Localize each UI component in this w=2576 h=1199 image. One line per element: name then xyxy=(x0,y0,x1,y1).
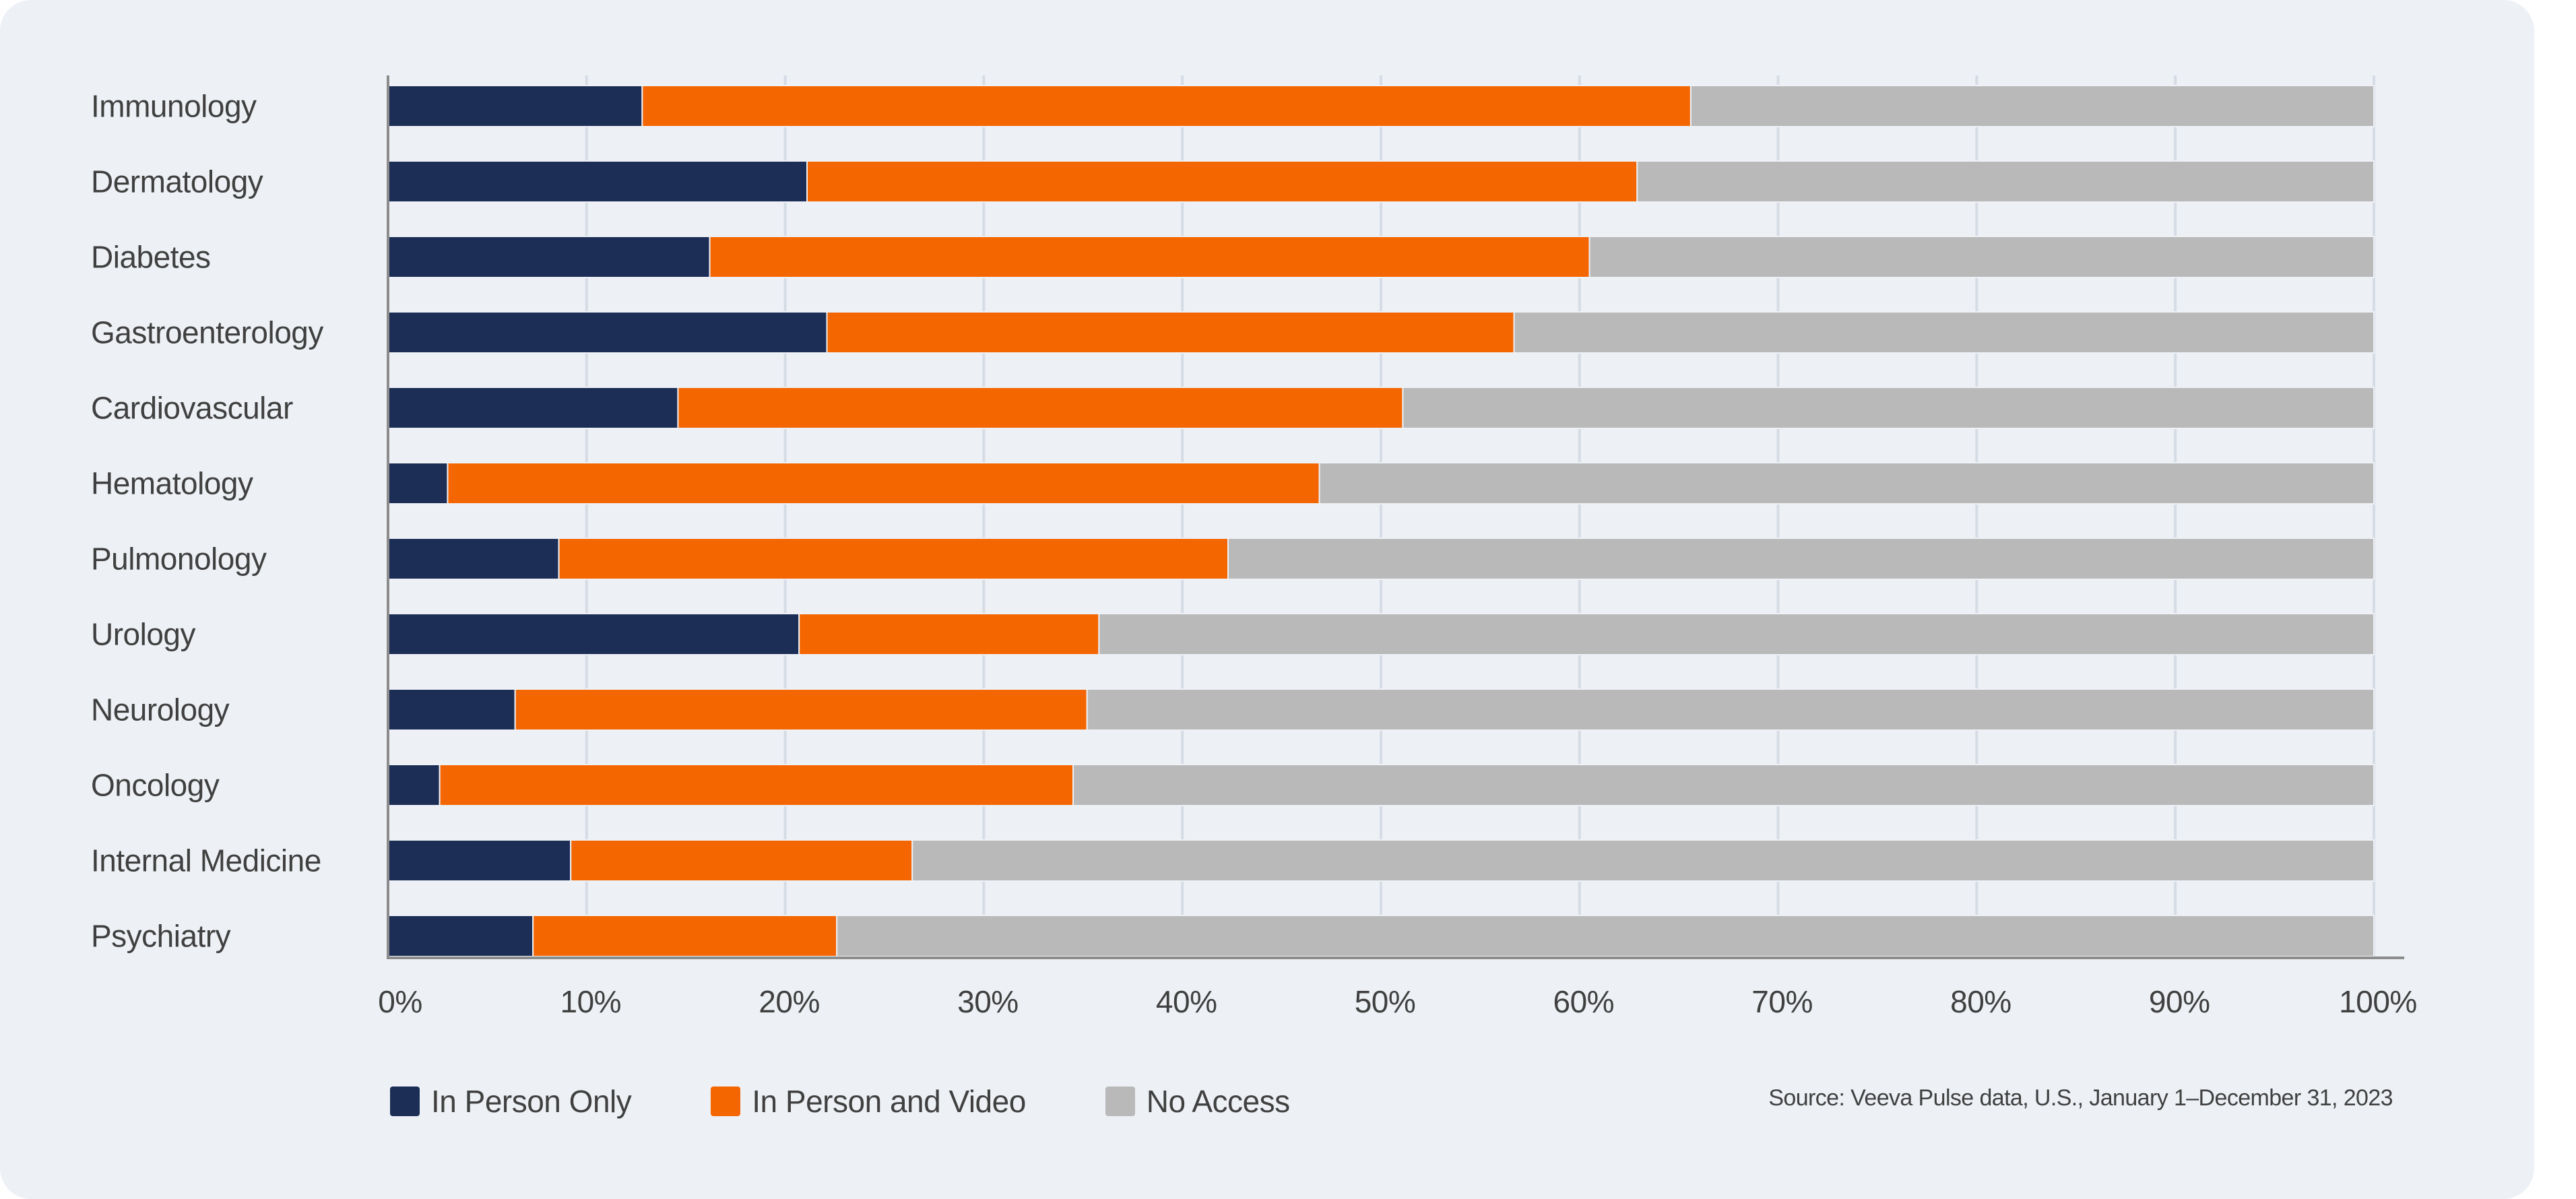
bar-segment-psychiatry-in-person-and-video[interactable] xyxy=(532,915,838,957)
bar-segment-diabetes-in-person-and-video[interactable] xyxy=(709,236,1590,278)
category-label-internal-medicine: Internal Medicine xyxy=(91,843,321,878)
x-tick-label-100: 100% xyxy=(2339,984,2417,1019)
x-tick-label-70: 70% xyxy=(1751,984,1813,1019)
bar-segment-psychiatry-in-person-only[interactable] xyxy=(387,915,534,957)
category-label-dermatology: Dermatology xyxy=(91,164,263,199)
bar-row-dermatology xyxy=(387,160,2375,203)
gridlines xyxy=(585,75,2375,958)
x-tick-label-60: 60% xyxy=(1553,984,1615,1019)
bar-segment-immunology-in-person-and-video[interactable] xyxy=(641,85,1692,127)
legend-label: In Person Only xyxy=(431,1084,632,1119)
x-tick-labels: 0% 10% 20% 30% 40% 50% 60% 70% 80% 90% 100% xyxy=(378,984,2417,1019)
bar-row-neurology xyxy=(387,688,2375,731)
bar-row-psychiatry xyxy=(387,915,2375,957)
bar-row-pulmonology xyxy=(387,538,2375,580)
category-label-neurology: Neurology xyxy=(91,692,230,727)
bar-row-urology xyxy=(387,613,2375,655)
bar-segment-pulmonology-in-person-and-video[interactable] xyxy=(558,538,1229,580)
bar-row-hematology xyxy=(387,462,2375,505)
bar-segment-dermatology-in-person-and-video[interactable] xyxy=(806,160,1638,203)
legend-swatch-in-person-only xyxy=(390,1087,420,1116)
legend-item-in-person-only[interactable]: In Person Only xyxy=(390,1083,632,1120)
bar-segment-immunology-no-access[interactable] xyxy=(1689,85,2375,127)
bar-segment-urology-in-person-and-video[interactable] xyxy=(798,613,1100,655)
legend: In Person Only In Person and Video No Ac… xyxy=(390,1083,1370,1120)
bar-segment-hematology-in-person-and-video[interactable] xyxy=(447,462,1320,505)
legend-item-no-access[interactable]: No Access xyxy=(1105,1083,1290,1120)
legend-label: In Person and Video xyxy=(752,1084,1026,1119)
category-label-immunology: Immunology xyxy=(91,89,257,124)
x-tick-label-40: 40% xyxy=(1156,984,1217,1019)
x-tick-label-50: 50% xyxy=(1355,984,1416,1019)
bar-segment-dermatology-in-person-only[interactable] xyxy=(387,160,808,203)
bar-row-diabetes xyxy=(387,236,2375,278)
legend-swatch-in-person-and-video xyxy=(711,1087,741,1116)
legend-swatch-no-access xyxy=(1105,1087,1135,1116)
x-tick-label-20: 20% xyxy=(759,984,820,1019)
bar-segment-dermatology-no-access[interactable] xyxy=(1636,160,2375,203)
bar-row-immunology xyxy=(387,85,2375,127)
x-tick-label-0: 0% xyxy=(378,984,422,1019)
bar-segment-diabetes-no-access[interactable] xyxy=(1588,236,2375,278)
x-tick-label-10: 10% xyxy=(560,984,622,1019)
bar-segment-immunology-in-person-only[interactable] xyxy=(387,85,643,127)
bar-segment-internal-medicine-no-access[interactable] xyxy=(911,839,2375,882)
bar-row-internal-medicine xyxy=(387,839,2375,882)
bar-segment-cardiovascular-no-access[interactable] xyxy=(1402,387,2375,429)
x-tick-label-90: 90% xyxy=(2149,984,2210,1019)
bar-segment-pulmonology-in-person-only[interactable] xyxy=(387,538,560,580)
bar-segment-internal-medicine-in-person-and-video[interactable] xyxy=(570,839,913,882)
bar-segment-cardiovascular-in-person-and-video[interactable] xyxy=(677,387,1404,429)
category-label-gastroenterology: Gastroenterology xyxy=(91,315,323,350)
bar-segment-gastroenterology-in-person-and-video[interactable] xyxy=(826,311,1515,354)
bar-segment-psychiatry-no-access[interactable] xyxy=(836,915,2375,957)
bars xyxy=(387,85,2375,957)
category-labels: Immunology Dermatology Diabetes Gastroenter… xyxy=(91,89,324,954)
category-label-psychiatry: Psychiatry xyxy=(91,919,231,954)
category-label-pulmonology: Pulmonology xyxy=(91,542,267,577)
category-label-cardiovascular: Cardiovascular xyxy=(91,391,293,426)
bar-segment-urology-no-access[interactable] xyxy=(1098,613,2375,655)
category-label-urology: Urology xyxy=(91,617,196,652)
category-label-diabetes: Diabetes xyxy=(91,240,211,275)
bar-segment-gastroenterology-in-person-only[interactable] xyxy=(387,311,828,354)
category-label-hematology: Hematology xyxy=(91,466,253,501)
bar-segment-gastroenterology-no-access[interactable] xyxy=(1513,311,2375,354)
bar-segment-hematology-in-person-only[interactable] xyxy=(387,462,449,505)
bar-segment-diabetes-in-person-only[interactable] xyxy=(387,236,711,278)
legend-item-in-person-and-video[interactable]: In Person and Video xyxy=(711,1083,1026,1120)
source-note: Source: Veeva Pulse data, U.S., January … xyxy=(1768,1085,2393,1111)
bar-row-gastroenterology xyxy=(387,311,2375,354)
bar-segment-neurology-in-person-and-video[interactable] xyxy=(514,688,1088,731)
bar-row-cardiovascular xyxy=(387,387,2375,429)
category-label-oncology: Oncology xyxy=(91,768,220,803)
bar-segment-oncology-in-person-only[interactable] xyxy=(387,764,441,806)
legend-label: No Access xyxy=(1146,1084,1290,1119)
bar-segment-hematology-no-access[interactable] xyxy=(1318,462,2375,505)
bar-segment-oncology-in-person-and-video[interactable] xyxy=(439,764,1074,806)
x-tick-label-30: 30% xyxy=(957,984,1019,1019)
bar-segment-pulmonology-no-access[interactable] xyxy=(1227,538,2375,580)
bar-segment-neurology-no-access[interactable] xyxy=(1086,688,2375,731)
axes xyxy=(387,75,2404,959)
bar-segment-internal-medicine-in-person-only[interactable] xyxy=(387,839,572,882)
bar-segment-cardiovascular-in-person-only[interactable] xyxy=(387,387,679,429)
bar-row-oncology xyxy=(387,764,2375,806)
bar-segment-neurology-in-person-only[interactable] xyxy=(387,688,516,731)
x-tick-label-80: 80% xyxy=(1950,984,2011,1019)
bar-segment-oncology-no-access[interactable] xyxy=(1072,764,2375,806)
bar-segment-urology-in-person-only[interactable] xyxy=(387,613,800,655)
